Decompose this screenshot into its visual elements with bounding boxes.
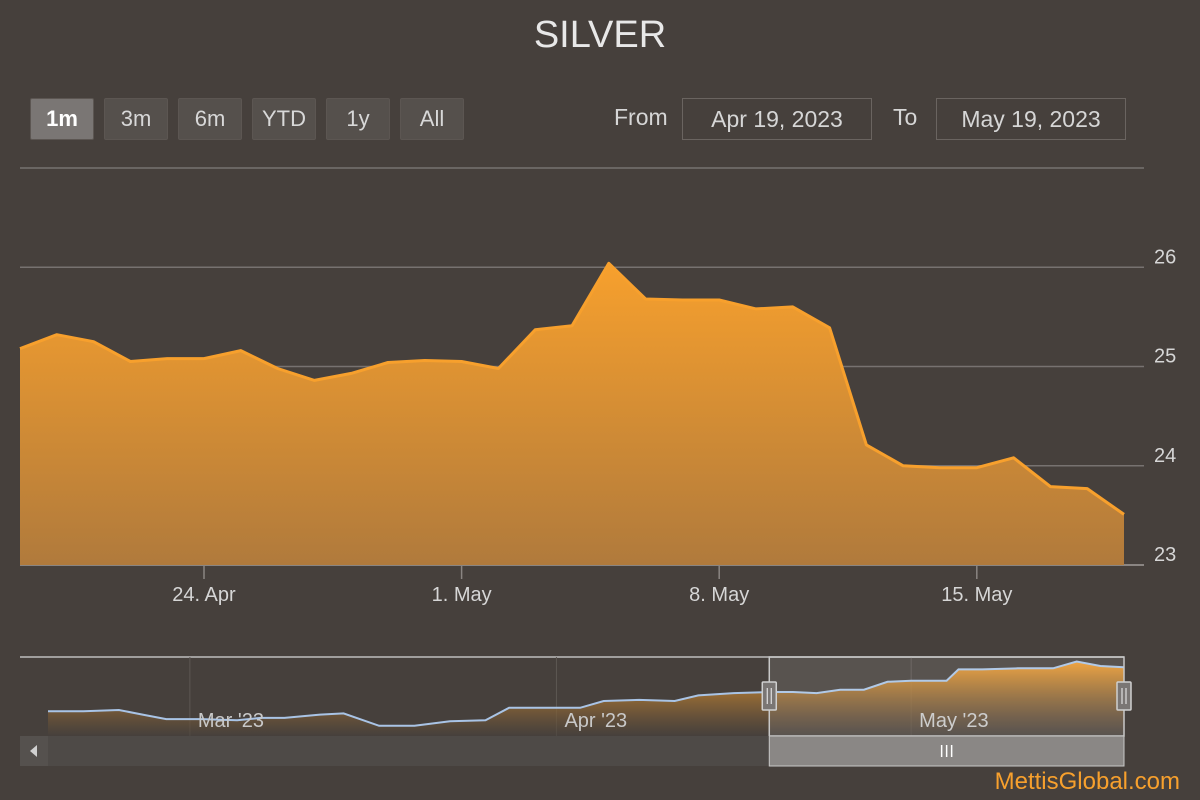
credit-link[interactable]: MettisGlobal.com [994, 768, 1180, 795]
navigator-handle-left[interactable] [761, 681, 778, 711]
range-button-3m[interactable]: 3m [104, 98, 168, 140]
chart-title: SILVER [533, 14, 667, 56]
navigator-handle-right[interactable] [1116, 681, 1132, 711]
series-area [20, 263, 1124, 565]
range-button-all[interactable]: All [400, 98, 464, 140]
x-tick-label: 24. Apr [172, 584, 236, 606]
range-button-6m[interactable]: 6m [178, 98, 242, 140]
from-date-input[interactable]: Apr 19, 2023 [682, 98, 872, 140]
range-button-1y[interactable]: 1y [326, 98, 390, 140]
y-tick-label: 25 [1154, 346, 1176, 368]
y-tick-label: 26 [1154, 246, 1176, 268]
y-tick-label: 23 [1154, 544, 1176, 566]
x-tick-label: 1. May [432, 584, 492, 606]
navigator-tick-label: Apr '23 [564, 710, 627, 732]
from-label: From [614, 104, 668, 130]
to-label: To [893, 104, 918, 130]
x-tick-label: 15. May [941, 584, 1012, 606]
navigator-selection[interactable] [768, 656, 1125, 737]
range-button-ytd[interactable]: YTD [252, 98, 316, 140]
to-date-input[interactable]: May 19, 2023 [936, 98, 1126, 140]
navigator-tick-label: May '23 [919, 710, 988, 732]
y-tick-label: 24 [1154, 445, 1176, 467]
navigator-line [48, 660, 1125, 727]
navigator-tick-label: Mar '23 [198, 710, 264, 732]
scroll-left-arrow-icon [30, 745, 37, 757]
navigator-area [48, 661, 1124, 736]
series-line [19, 261, 1125, 516]
range-button-1m[interactable]: 1m [30, 98, 94, 140]
x-tick-label: 8. May [689, 584, 749, 606]
